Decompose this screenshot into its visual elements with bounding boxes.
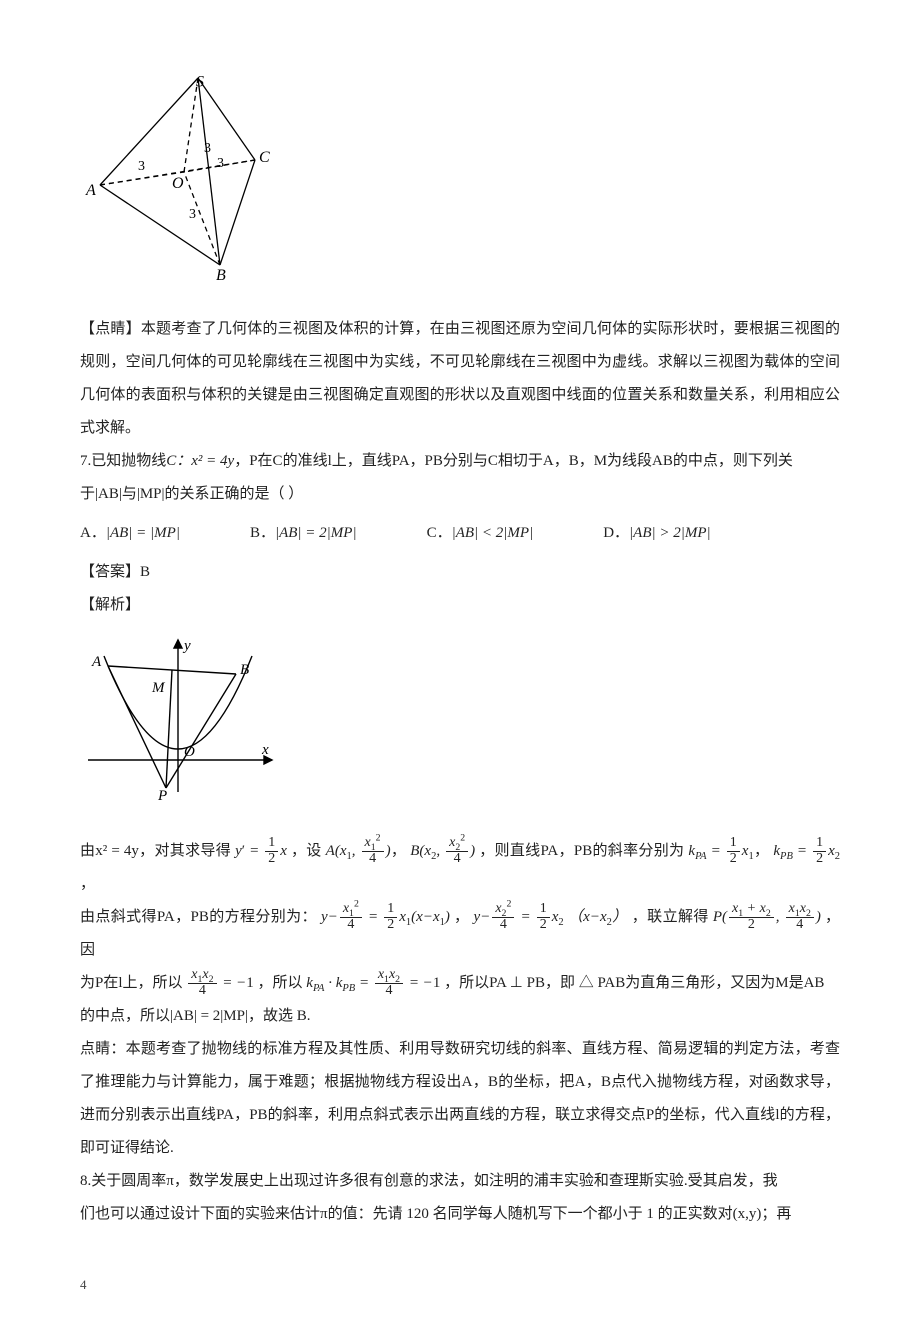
q7-option-a[interactable]: A．|AB| = |MP| — [80, 517, 180, 550]
sol1a: 由x² = 4y，对其求导得 — [80, 843, 231, 859]
commentary-prev-label: 【点睛】 — [80, 321, 141, 337]
q7-option-b[interactable]: B．|AB| = 2|MP| — [250, 517, 357, 550]
sol3c: ，所以PA ⊥ PB，即 △ PAB为直角三角形，又因为M是AB — [444, 975, 824, 991]
q7-option-d[interactable]: D．|AB| > 2|MP| — [603, 517, 710, 550]
sol3a: 为P在l上，所以 — [80, 975, 183, 991]
vertex-label-s: S — [196, 73, 204, 90]
edge-len-os: 3 — [204, 141, 211, 156]
figure-tetrahedron: A B C S O 3 3 3 3 — [80, 70, 840, 293]
fig2-label-m: M — [151, 680, 166, 696]
sol1b: ，设 — [291, 843, 322, 859]
q7-curve: C：x² = 4y — [166, 453, 234, 469]
sol3b: ，所以 — [258, 975, 303, 991]
commentary-q7: 点睛：本题考查了抛物线的标准方程及其性质、利用导数研究切线的斜率、直线方程、简易… — [80, 1033, 840, 1165]
q7-option-c[interactable]: C．|AB| < 2|MP| — [427, 517, 534, 550]
commentary-q7-text: 本题考查了抛物线的标准方程及其性质、利用导数研究切线的斜率、直线方程、简易逻辑的… — [80, 1041, 840, 1156]
q7-solution-4: 的中点，所以|AB| = 2|MP|，故选 B. — [80, 1000, 840, 1033]
fig2-label-b: B — [240, 662, 249, 678]
edge-len-oc: 3 — [217, 156, 224, 171]
commentary-q7-label: 点睛： — [80, 1041, 126, 1057]
figure-parabola: A B M P O x y — [80, 632, 840, 815]
fig2-label-a: A — [91, 654, 102, 670]
q7-option-a-text: |AB| = |MP| — [106, 525, 180, 541]
q7-option-c-text: |AB| < 2|MP| — [452, 525, 534, 541]
q8-text-2: 们也可以通过设计下面的实验来估计π的值：先请 120 名同学每人随机写下一个都小… — [80, 1206, 791, 1222]
sol4: 的中点，所以|AB| = 2|MP|，故选 B. — [80, 1008, 311, 1024]
sol2c: ，联立解得 — [632, 909, 709, 925]
q7-stem-b: ，P在C的准线l上，直线PA，PB分别与C相切于A，B，M为线段AB的中点，则下… — [234, 453, 793, 469]
fig2-label-y: y — [182, 638, 191, 654]
sol2a: 由点斜式得PA，PB的方程分别为： — [80, 909, 317, 925]
commentary-prev-text: 本题考查了几何体的三视图及体积的计算，在由三视图还原为空间几何体的实际形状时，要… — [80, 321, 840, 436]
fig2-label-p: P — [157, 788, 167, 802]
vertex-label-o: O — [172, 175, 184, 192]
q7-stem-c: 于|AB|与|MP|的关系正确的是（ ） — [80, 486, 303, 502]
vertex-label-b: B — [216, 267, 226, 280]
edge-len-ob: 3 — [189, 207, 196, 222]
sol1c: ，则直线PA，PB的斜率分别为 — [479, 843, 684, 859]
q8-line1: 8.关于圆周率π，数学发展史上出现过许多很有创意的求法，如注明的浦丰实验和查理斯… — [80, 1165, 840, 1198]
q7-option-d-text: |AB| > 2|MP| — [629, 525, 711, 541]
q7-explain-label: 【解析】 — [80, 589, 840, 622]
commentary-prev: 【点睛】本题考查了几何体的三视图及体积的计算，在由三视图还原为空间几何体的实际形… — [80, 313, 840, 445]
q8-line2: 们也可以通过设计下面的实验来估计π的值：先请 120 名同学每人随机写下一个都小… — [80, 1198, 840, 1231]
q8-number: 8. — [80, 1173, 91, 1189]
page-number: 4 — [80, 1271, 840, 1300]
q7-stem: 7.已知抛物线C：x² = 4y，P在C的准线l上，直线PA，PB分别与C相切于… — [80, 445, 840, 478]
vertex-label-a: A — [85, 182, 96, 199]
sol1d: ， — [80, 876, 95, 892]
q8-text-1: 关于圆周率π，数学发展史上出现过许多很有创意的求法，如注明的浦丰实验和查理斯实验… — [91, 1173, 777, 1189]
q7-option-b-text: |AB| = 2|MP| — [275, 525, 357, 541]
q7-number: 7. — [80, 453, 91, 469]
q7-solution-3: 为P在l上，所以 x1x24 = −1 ，所以 kPA · kPB = x1x2… — [80, 967, 840, 1000]
q7-options: A．|AB| = |MP| B．|AB| = 2|MP| C．|AB| < 2|… — [80, 517, 840, 550]
q7-solution-2: 由点斜式得PA，PB的方程分别为： y−x124 = 12x1(x−x1) ， … — [80, 901, 840, 967]
edge-len-oa: 3 — [138, 159, 145, 174]
vertex-label-c: C — [259, 149, 270, 166]
fig2-label-x: x — [261, 742, 269, 758]
q7-answer-label: 【答案】 — [80, 564, 140, 580]
q7-answer-value: B — [140, 564, 150, 580]
q7-stem-a: 已知抛物线 — [91, 453, 166, 469]
fig2-label-o: O — [184, 744, 195, 760]
q7-answer: 【答案】B — [80, 556, 840, 589]
q7-stem-2: 于|AB|与|MP|的关系正确的是（ ） — [80, 478, 840, 511]
sol2b: ， — [454, 909, 469, 925]
q7-solution-1: 由x² = 4y，对其求导得 y′ = 12x ，设 A(x1, x124)， … — [80, 835, 840, 901]
